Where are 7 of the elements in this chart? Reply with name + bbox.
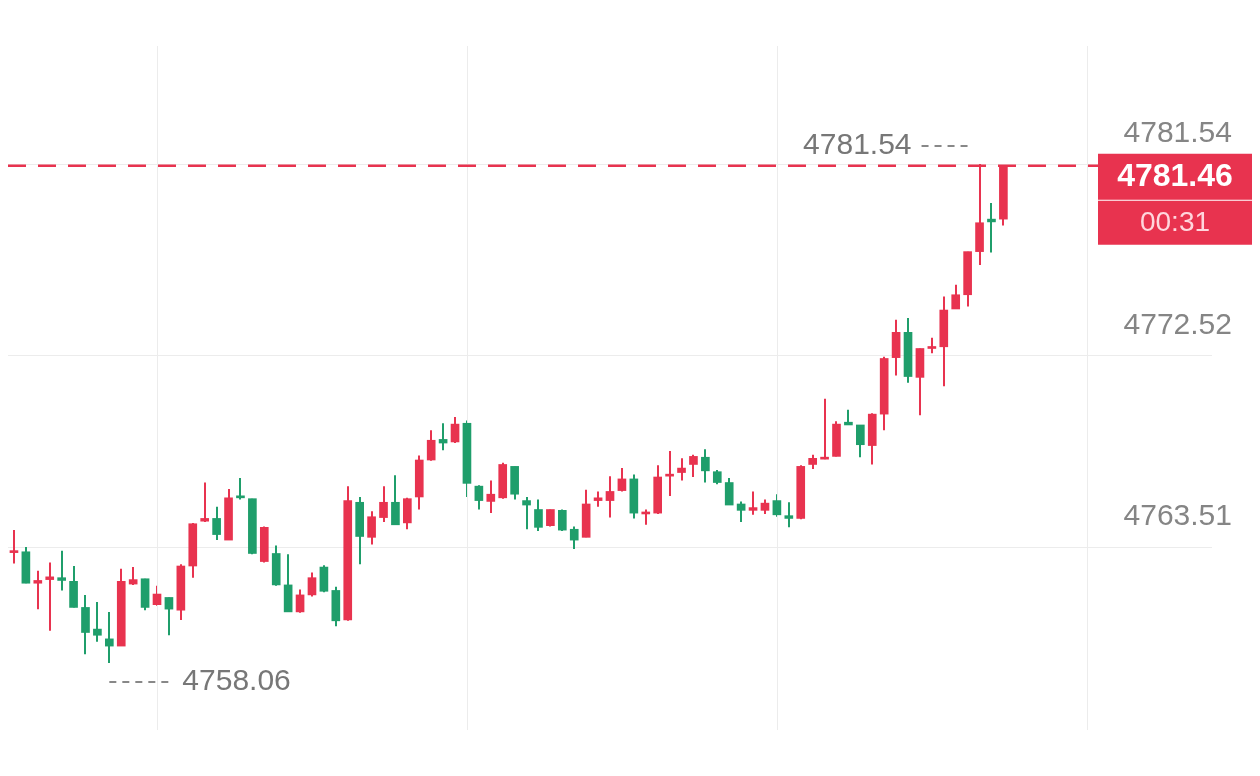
y-tick-label: 4763.51 [1123, 498, 1232, 532]
text: 00:31 [1139, 205, 1211, 237]
annotation: 4781.54 [803, 127, 912, 161]
y-tick-label: 4781.54 [1123, 115, 1232, 149]
annotation: 4758.06 [182, 663, 291, 697]
ref-line-label: 4781.46 [1117, 156, 1233, 193]
y-tick-label: 4772.52 [1123, 306, 1232, 340]
